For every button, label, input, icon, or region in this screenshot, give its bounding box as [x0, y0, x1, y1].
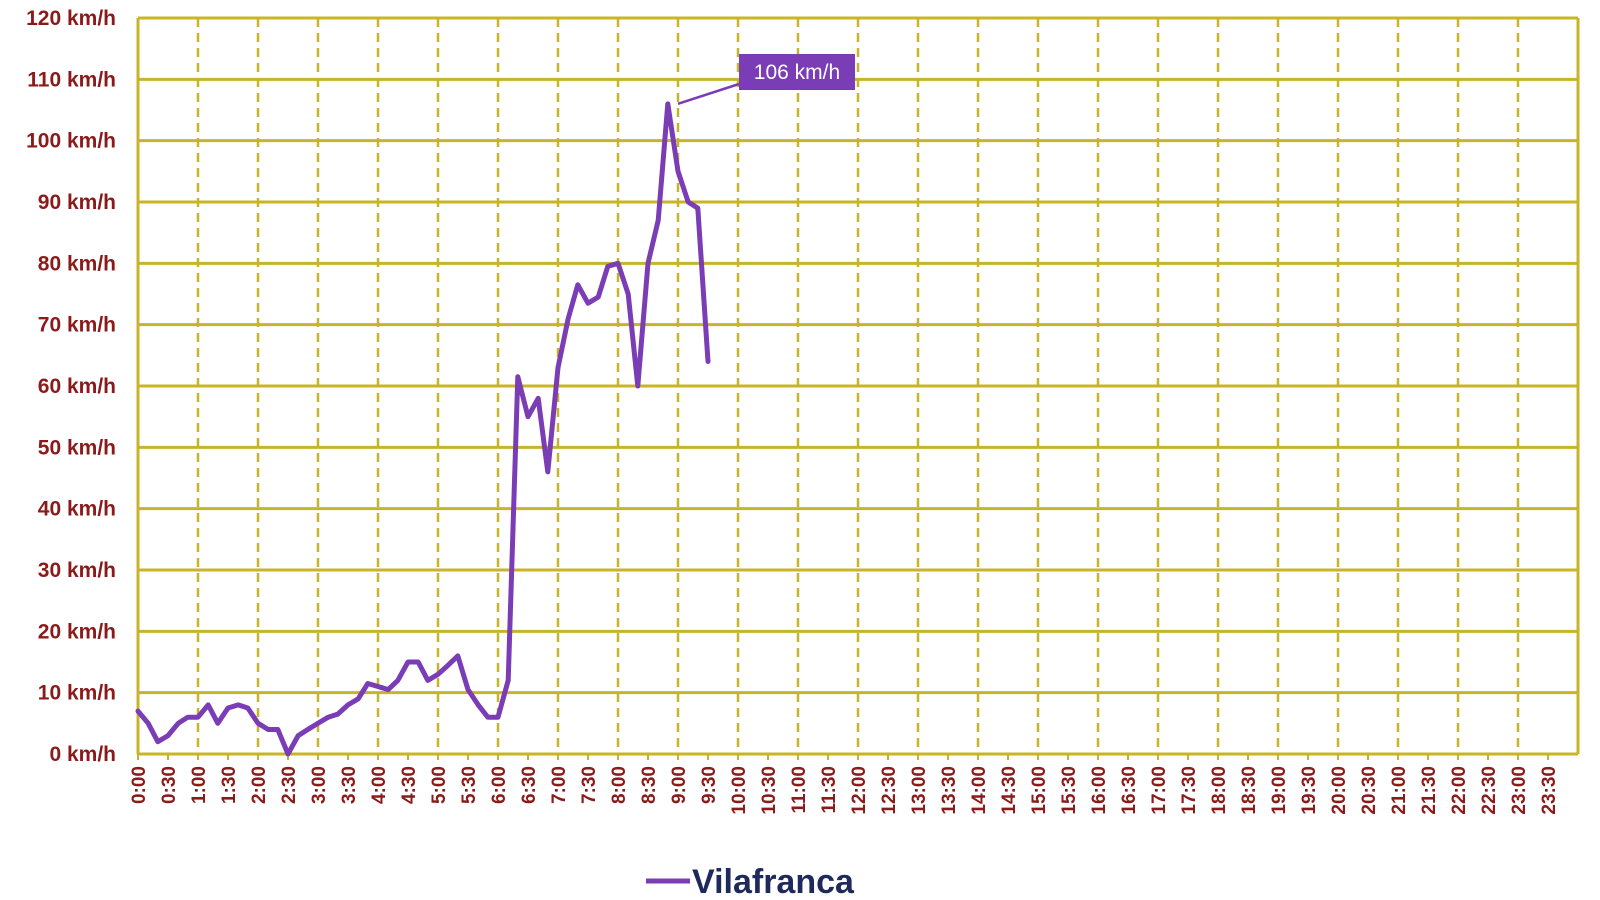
x-tick-label-22:30: 22:30	[1479, 766, 1500, 815]
x-tick-label-14:30: 14:30	[999, 766, 1020, 815]
x-tick-label-18:30: 18:30	[1239, 766, 1260, 815]
y-tick-label-90: 90 km/h	[38, 191, 116, 214]
y-tick-label-60: 60 km/h	[38, 375, 116, 398]
y-tick-label-50: 50 km/h	[38, 436, 116, 459]
y-tick-label-80: 80 km/h	[38, 252, 116, 275]
x-tick-label-23:00: 23:00	[1509, 766, 1530, 815]
x-tick-label-9:00: 9:00	[669, 766, 690, 804]
x-tick-label-22:00: 22:00	[1449, 766, 1470, 815]
legend-label-vilafranca: Vilafranca	[692, 863, 855, 900]
x-tick-label-0:00: 0:00	[129, 766, 150, 804]
y-tick-label-0: 0 km/h	[49, 743, 116, 766]
series-layer	[135, 101, 711, 757]
x-tick-label-1:00: 1:00	[189, 766, 210, 804]
x-tick-label-15:30: 15:30	[1059, 766, 1080, 815]
plot-frame	[136, 18, 1580, 754]
x-tick-label-6:00: 6:00	[489, 766, 510, 804]
x-tick-label-5:00: 5:00	[429, 766, 450, 804]
x-tick-label-2:30: 2:30	[279, 766, 300, 804]
y-axis-tick-labels: 0 km/h 10 km/h 20 km/h 30 km/h 40 km/h 50 km/…	[26, 7, 116, 766]
x-tick-label-8:00: 8:00	[609, 766, 630, 804]
x-tick-label-12:00: 12:00	[849, 766, 870, 815]
x-tick-label-23:30: 23:30	[1539, 766, 1560, 815]
x-tick-label-20:30: 20:30	[1359, 766, 1380, 815]
x-tick-label-16:30: 16:30	[1119, 766, 1140, 815]
x-tick-label-9:30: 9:30	[699, 766, 720, 804]
vertical-gridlines	[137, 18, 1549, 760]
x-tick-label-21:00: 21:00	[1389, 766, 1410, 815]
x-tick-label-12:30: 12:30	[879, 766, 900, 815]
annotation-label: 106 km/h	[754, 61, 840, 84]
y-tick-label-120: 120 km/h	[26, 7, 116, 30]
x-tick-label-13:30: 13:30	[939, 766, 960, 815]
y-tick-label-70: 70 km/h	[38, 314, 116, 337]
y-tick-label-10: 10 km/h	[38, 682, 116, 705]
series-line-vilafranca	[135, 101, 711, 757]
x-tick-label-7:30: 7:30	[579, 766, 600, 804]
y-tick-label-40: 40 km/h	[38, 498, 116, 521]
x-tick-label-1:30: 1:30	[219, 766, 240, 804]
x-tick-label-15:00: 15:00	[1029, 766, 1050, 815]
x-tick-label-10:00: 10:00	[729, 766, 750, 815]
x-tick-label-8:30: 8:30	[639, 766, 660, 804]
x-tick-label-6:30: 6:30	[519, 766, 540, 804]
x-tick-label-20:00: 20:00	[1329, 766, 1350, 815]
x-tick-label-0:30: 0:30	[159, 766, 180, 804]
x-tick-label-17:30: 17:30	[1179, 766, 1200, 815]
annotation-layer: 106 km/h	[677, 54, 855, 106]
x-tick-label-3:30: 3:30	[339, 766, 360, 804]
y-tick-label-30: 30 km/h	[38, 559, 116, 582]
y-tick-label-20: 20 km/h	[38, 620, 116, 643]
x-tick-label-10:30: 10:30	[759, 766, 780, 815]
x-tick-label-3:00: 3:00	[309, 766, 330, 804]
x-tick-label-19:00: 19:00	[1269, 766, 1290, 815]
x-tick-label-4:30: 4:30	[399, 766, 420, 804]
y-tick-label-110: 110 km/h	[27, 68, 116, 91]
x-tick-label-18:00: 18:00	[1209, 766, 1230, 815]
x-tick-label-16:00: 16:00	[1089, 766, 1110, 815]
x-tick-label-4:00: 4:00	[369, 766, 390, 804]
x-tick-label-11:00: 11:00	[789, 766, 810, 814]
x-axis-tick-labels: 0:00 0:30 1:00 1:30 2:00 2:30 3:00 3:30 4:00 4:30…	[129, 766, 1560, 815]
x-tick-label-2:00: 2:00	[249, 766, 270, 804]
annotation-leader-line	[677, 82, 740, 106]
y-tick-label-100: 100 km/h	[26, 130, 116, 153]
x-tick-label-13:00: 13:00	[909, 766, 930, 815]
x-tick-label-14:00: 14:00	[969, 766, 990, 815]
x-tick-label-5:30: 5:30	[459, 766, 480, 804]
x-tick-label-19:30: 19:30	[1299, 766, 1320, 815]
x-tick-label-17:00: 17:00	[1149, 766, 1170, 815]
legend: Vilafranca	[646, 863, 855, 900]
x-tick-label-7:00: 7:00	[549, 766, 570, 804]
annotation-box	[739, 54, 855, 90]
x-tick-label-21:30: 21:30	[1419, 766, 1440, 815]
x-tick-label-11:30: 11:30	[819, 766, 840, 814]
